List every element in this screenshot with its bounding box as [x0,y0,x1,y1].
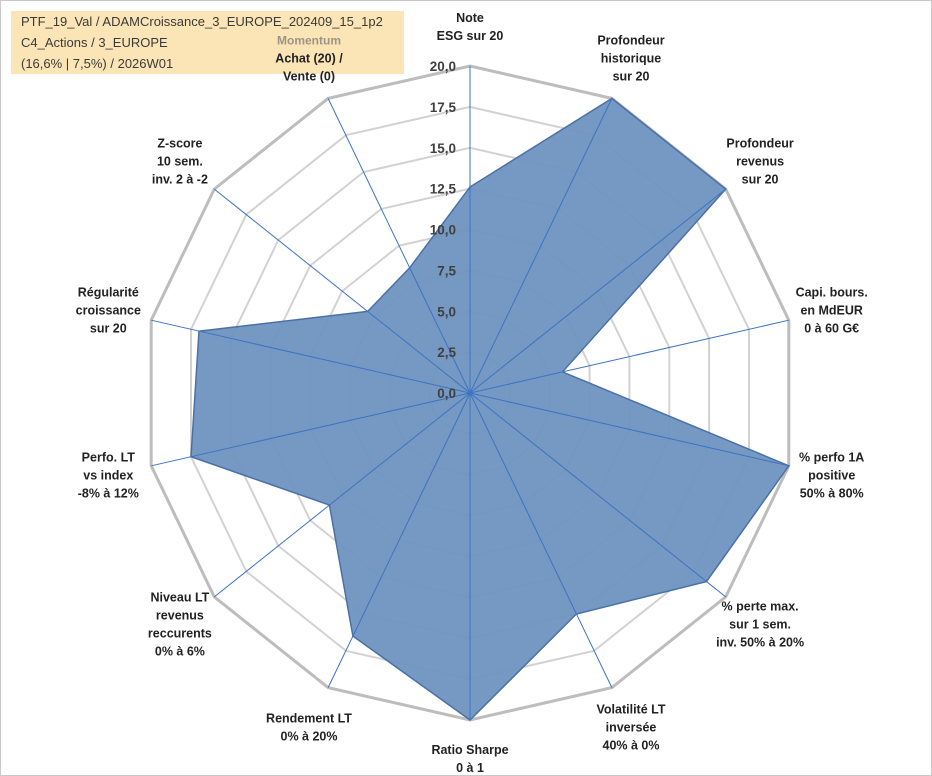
tick-label: 12,5 [430,182,457,197]
axis-label: Momentum [277,34,341,48]
axis-label: Profondeur [597,34,664,48]
axis-label: inversée [606,720,657,734]
axis-label: Z-score [157,137,202,151]
portfolio-info-box: PTF_19_Val / ADAMCroissance_3_EUROPE_202… [11,11,404,74]
axis-label: Perfo. LT [82,451,136,465]
axis-label: 10 sem. [157,155,203,169]
tick-label: 17,5 [430,100,457,115]
axis-spoke [469,392,789,467]
tick-label: 7,5 [437,263,456,278]
axis-label: 50% à 80% [800,487,864,501]
tick-label: 10,0 [430,223,456,238]
axis-label: historique [601,52,661,66]
axis-label: Achat (20) / [275,52,343,66]
axis-label: sur 1 sem. [729,617,791,631]
portfolio-name: PTF_19_Val / ADAMCroissance_3_EUROPE_202… [21,14,383,29]
axis-label: % perte max. [722,599,799,613]
axis-spoke [213,188,471,394]
axis-label: en MdEUR [800,303,863,317]
axis-label: inv. 2 à -2 [152,173,208,187]
axis-label: revenus [156,608,204,622]
axis-label: sur 20 [90,321,127,335]
axis-label: sur 20 [742,173,779,187]
axis-label: vs index [83,469,133,483]
axis-label: -8% à 12% [78,487,139,501]
axis-label: 0% à 6% [155,644,205,658]
axis-label: Rendement LT [266,711,352,725]
axis-label: Volatilité LT [597,702,666,716]
axis-spoke [327,392,471,688]
axis-label: revenus [736,155,784,169]
axis-label: Niveau LT [150,590,209,604]
axis-label: Ratio Sharpe [431,743,508,757]
axis-spoke [151,319,471,394]
axis-label: Capi. bours. [796,285,868,299]
axis-label: Note [456,11,484,25]
performance-summary: (16,6% | 7,5%) / 2026W01 [21,56,174,71]
axis-label: Vente (0) [283,70,335,84]
axis-label: sur 20 [613,70,650,84]
asset-category: C4_Actions / 3_EUROPE [21,35,168,50]
axis-label: 0 à 60 G€ [804,321,859,335]
tick-label: 5,0 [437,304,456,319]
axis-spoke [469,319,789,394]
axis-label: 40% à 0% [603,738,660,752]
axis-spoke [469,188,727,394]
axis-spoke [151,392,471,467]
tick-label: 0,0 [437,386,456,401]
axis-label: Régularité [78,285,139,299]
axis-label: inv. 50% à 20% [716,635,804,649]
axis-label: % perfo 1A [799,451,864,465]
axis-spoke [327,98,471,394]
tick-label: 20,0 [430,59,456,74]
axis-spoke [469,98,613,394]
axis-label: croissance [76,303,141,317]
axis-spoke [469,392,727,598]
axis-spoke [213,392,471,598]
axis-label: 0% à 20% [281,729,338,743]
axis-label: ESG sur 20 [437,29,504,43]
axis-label: Profondeur [726,137,793,151]
axis-spoke [469,392,613,688]
axis-label: 0 à 1 [456,761,484,775]
tick-label: 15,0 [430,141,456,156]
tick-label: 2,5 [437,345,456,360]
axis-label: positive [808,469,855,483]
axis-label: reccurents [148,626,212,640]
